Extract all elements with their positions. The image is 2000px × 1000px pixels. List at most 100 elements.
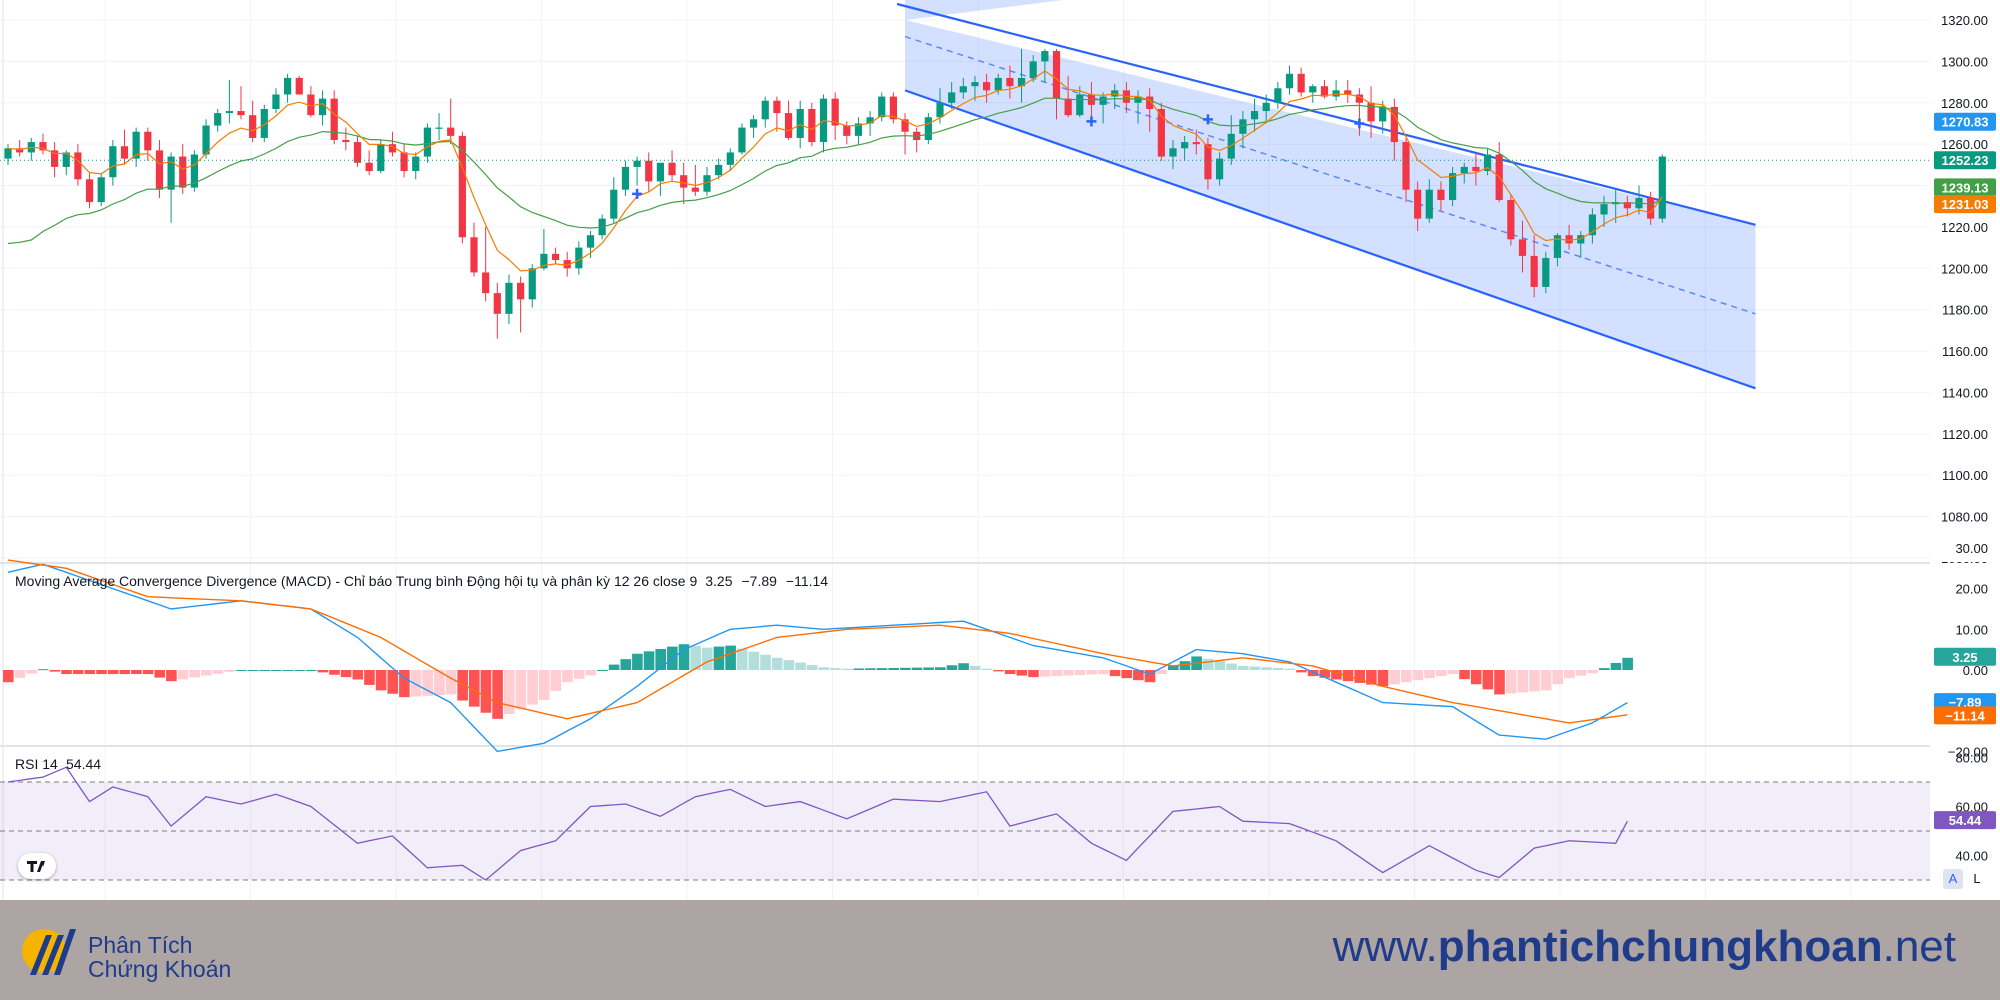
macd-histogram-bar <box>643 651 655 670</box>
macd-histogram-bar <box>1296 670 1307 673</box>
candle-body <box>1658 156 1666 219</box>
macd-histogram-bar <box>1470 670 1482 685</box>
macd-histogram-bar <box>201 670 212 676</box>
macd-pane <box>3 559 1633 753</box>
price-tag: 1252.23 <box>1942 153 1989 168</box>
website-url[interactable]: www.phantichchungkhoan.net <box>1333 922 1956 972</box>
macd-histogram-bar <box>1319 670 1331 678</box>
axis-clip <box>1930 553 2000 562</box>
candle-body <box>633 160 641 167</box>
candle-body <box>62 152 70 167</box>
chart-canvas[interactable]: 1320.001300.001280.001260.001240.001220.… <box>0 0 2000 900</box>
candle-body <box>1134 96 1142 103</box>
signal-marker <box>632 188 643 199</box>
candle-body <box>237 111 245 116</box>
macd-histogram-bar <box>969 665 981 670</box>
macd-legend-value: 3.25 <box>705 573 732 589</box>
macd-histogram-bar <box>1575 670 1587 676</box>
macd-histogram-bar <box>1366 670 1377 685</box>
macd-histogram-bar <box>1249 666 1261 670</box>
macd-histogram-bar <box>492 670 503 719</box>
price-tag: 1270.83 <box>1942 115 1989 130</box>
macd-legend-value: −11.14 <box>786 573 828 589</box>
url-prefix: www. <box>1332 922 1438 971</box>
macd-histogram-bar <box>1447 670 1459 675</box>
candle-body <box>1262 102 1270 112</box>
candle-body <box>1379 106 1387 122</box>
candle-body <box>889 96 897 120</box>
candle-body <box>4 148 12 159</box>
price-tag-background <box>1934 151 1996 170</box>
macd-histogram-bar <box>270 670 282 671</box>
price-tick-label: 1280.00 <box>1941 96 1988 111</box>
macd-tag: −11.14 <box>1945 708 1985 723</box>
macd-histogram-bar <box>620 659 632 670</box>
candle-body <box>1530 255 1538 287</box>
macd-histogram-bar <box>1063 670 1074 676</box>
macd-histogram-bar <box>1377 670 1389 687</box>
macd-histogram-bar <box>1168 665 1179 670</box>
rsi-legend-value: 54.44 <box>66 756 101 772</box>
macd-histogram-bar <box>166 670 177 682</box>
macd-histogram-bar <box>61 670 72 675</box>
candle-body <box>353 142 362 163</box>
macd-histogram-bar <box>387 670 399 694</box>
candle-body <box>505 282 513 314</box>
candle-body <box>854 123 863 136</box>
macd-histogram-bar <box>247 670 259 671</box>
candle-body <box>610 189 618 219</box>
macd-histogram-bar <box>1424 670 1435 679</box>
candle-body <box>330 98 338 141</box>
chart-grid <box>0 0 2000 900</box>
candle-body <box>761 100 769 120</box>
candle-body <box>1402 142 1410 190</box>
price-axis[interactable]: 1320.001300.001280.001260.001240.001220.… <box>0 0 2000 900</box>
macd-histogram-bar <box>1133 670 1144 681</box>
candle-body <box>1460 166 1468 174</box>
macd-histogram-bar <box>434 670 445 696</box>
regression-channel <box>896 0 1756 390</box>
candle-body <box>447 127 455 136</box>
candle-body <box>39 142 47 151</box>
macd-histogram-bar <box>573 670 585 679</box>
candle-body <box>575 247 583 269</box>
price-tick-label: 1120.00 <box>1942 427 1988 442</box>
macd-histogram-bar <box>119 670 131 675</box>
auto-scale-button[interactable]: A <box>1943 869 1963 889</box>
log-scale-button[interactable]: L <box>1967 869 1987 889</box>
macd-histogram-bar <box>1564 670 1575 679</box>
candle-body <box>249 115 257 138</box>
macd-histogram-bar <box>1412 670 1424 681</box>
macd-histogram-bar <box>375 670 387 691</box>
tradingview-logo-icon[interactable] <box>18 853 56 879</box>
macd-histogram-bar <box>72 670 84 675</box>
candle-body <box>1320 86 1329 97</box>
candle-body <box>1332 90 1340 97</box>
candle-body <box>540 253 548 269</box>
candle-body <box>1064 98 1072 116</box>
macd-histogram-bar <box>690 645 701 670</box>
brand-name-line1: Phân Tích <box>88 932 193 958</box>
candle-body <box>318 98 327 116</box>
candle-body <box>284 77 292 95</box>
macd-histogram-bar <box>96 670 107 675</box>
candle-body <box>703 175 711 192</box>
candle-body <box>1472 166 1480 172</box>
candle-body <box>924 117 932 141</box>
macd-histogram-bar <box>410 670 422 697</box>
candle-body <box>1076 94 1084 116</box>
candle-body <box>878 96 886 118</box>
candle-body <box>691 187 699 192</box>
macd-histogram-bar <box>1156 670 1167 675</box>
candle-body <box>272 94 280 109</box>
macd-histogram-bar <box>1610 662 1622 670</box>
phan-tich-logo-icon <box>22 929 76 975</box>
price-tick-label: 1140.00 <box>1942 385 1988 400</box>
candle-body <box>983 82 991 91</box>
price-tick-label: 1100.00 <box>1942 468 1988 483</box>
macd-tag-background <box>1934 706 1996 725</box>
candle-body <box>202 125 210 155</box>
macd-histogram-bar <box>1202 658 1214 670</box>
macd-histogram-bar <box>748 651 760 670</box>
candle-body <box>1250 111 1259 120</box>
